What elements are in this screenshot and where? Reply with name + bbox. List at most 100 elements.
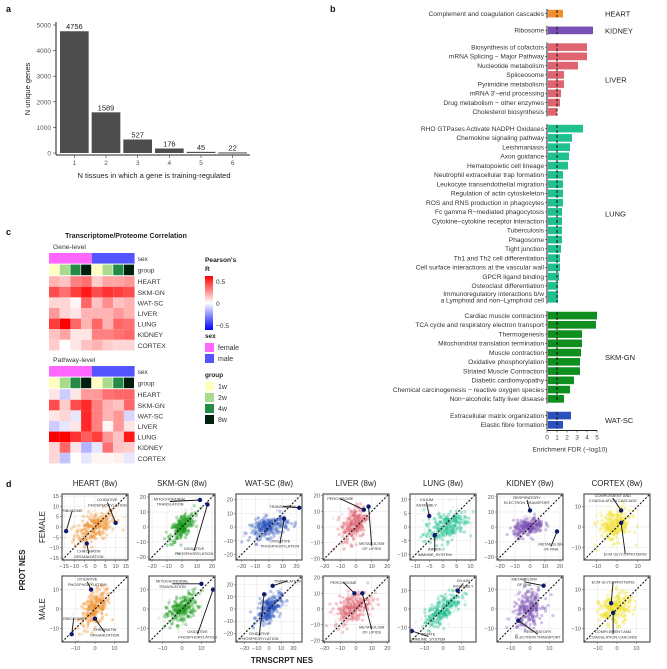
d-point (538, 522, 542, 526)
d-point (193, 609, 197, 613)
d-point (529, 587, 534, 591)
b-bar (548, 235, 562, 244)
d-point (350, 533, 354, 537)
d-point (604, 602, 608, 607)
b-bar-label: Thermogenesis (499, 331, 545, 338)
d-point (608, 607, 612, 611)
b-bar-label: Pyrimidine metabolism (478, 81, 545, 88)
d-point (451, 594, 455, 598)
c-group-annotation-cell (113, 264, 124, 276)
d-point (605, 524, 609, 528)
d-point (102, 536, 106, 540)
d-highlight-point (608, 600, 614, 606)
d-point (91, 604, 95, 608)
b-bar (548, 254, 560, 262)
d-point (271, 601, 275, 605)
d-point (354, 521, 358, 525)
d-point (447, 612, 452, 616)
d-point (534, 529, 538, 533)
d-point (604, 508, 608, 512)
d-point (341, 532, 345, 536)
d-annotation-label: PHOSPHORYLATION (88, 502, 127, 507)
d-point (434, 625, 438, 629)
d-point (528, 609, 533, 613)
d-point (180, 523, 184, 527)
d-point (535, 593, 539, 597)
d-point (259, 526, 264, 530)
d-point (176, 531, 180, 535)
d-point (181, 519, 185, 523)
d-point (514, 526, 518, 530)
d-point (358, 513, 362, 517)
d-point (521, 521, 526, 525)
d-point (526, 588, 530, 592)
d-point (428, 535, 432, 539)
d-point (445, 527, 450, 531)
d-point (529, 609, 534, 613)
c-group-annotation-cell (102, 377, 113, 389)
d-point (267, 611, 271, 615)
d-point (441, 594, 445, 599)
d-point (593, 521, 597, 525)
d-y-tick-label: 10 (53, 588, 59, 594)
d-x-tick-label: 5 (104, 564, 107, 570)
d-x-tick-label: 0 (528, 646, 531, 652)
d-point (617, 615, 621, 619)
d-point (98, 594, 103, 598)
d-point (430, 613, 435, 617)
d-point (350, 618, 355, 622)
d-point (451, 518, 455, 523)
d-point (180, 611, 184, 615)
d-point (602, 522, 606, 526)
d-point (514, 535, 518, 539)
d-point (96, 519, 100, 523)
d-x-tick-label: 0 (528, 564, 531, 570)
d-point (88, 600, 92, 604)
d-point (264, 614, 268, 618)
d-point (181, 595, 185, 599)
d-point (276, 529, 280, 533)
d-point (78, 534, 82, 539)
d-point (352, 508, 357, 512)
d-point (608, 528, 613, 532)
d-point (94, 526, 98, 530)
d-point (87, 619, 91, 623)
d-point (90, 529, 94, 533)
d-point (436, 614, 441, 618)
d-tissue-title: LUNG (8w) (423, 479, 463, 488)
d-y-tick-label: 10 (140, 510, 146, 516)
d-y-tick-label: 0 (491, 525, 494, 531)
d-point (261, 522, 265, 526)
d-point (85, 626, 89, 631)
d-point (523, 524, 527, 528)
c-heatmap-cell (102, 410, 114, 421)
d-point (435, 521, 439, 525)
d-point (275, 528, 279, 532)
d-point (190, 512, 194, 517)
d-point (600, 523, 604, 527)
d-point (101, 617, 105, 621)
d-point (188, 615, 192, 619)
d-point (357, 517, 361, 521)
d-point (443, 596, 447, 600)
d-point (336, 612, 340, 616)
d-point (345, 596, 349, 601)
d-point (349, 604, 353, 608)
d-point (184, 608, 188, 612)
d-point (419, 535, 423, 539)
d-point (372, 597, 376, 601)
c-colorscale-tick: −0.5 (216, 323, 229, 330)
d-point (529, 599, 534, 604)
d-point (441, 603, 446, 607)
d-point (176, 608, 180, 612)
d-point (272, 599, 277, 603)
d-point (612, 529, 617, 534)
d-point (351, 536, 355, 540)
d-point (377, 603, 381, 607)
d-point (279, 599, 284, 603)
c-heatmap-cell (81, 442, 92, 453)
d-point (621, 621, 626, 625)
d-point (95, 589, 99, 593)
d-point (354, 597, 358, 602)
